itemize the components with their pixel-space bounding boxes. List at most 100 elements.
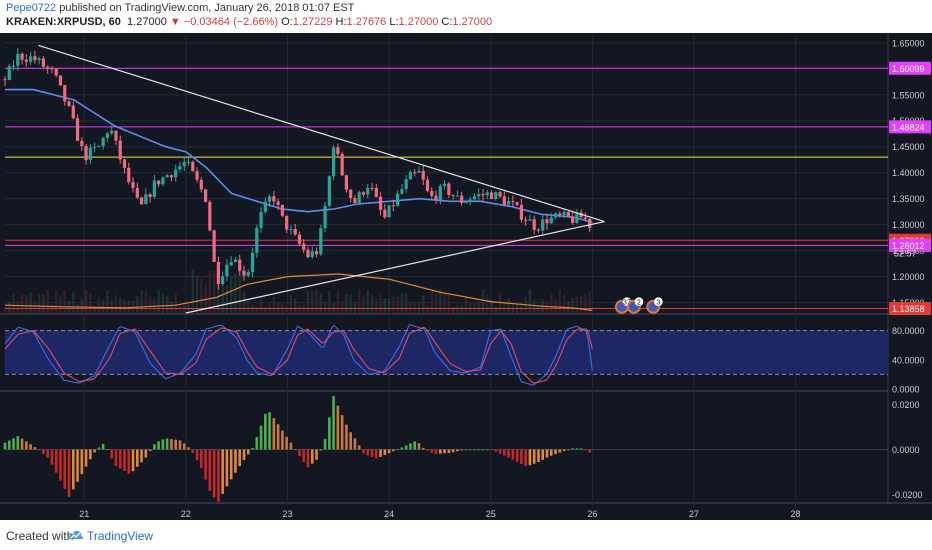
macd-bar [67, 449, 71, 497]
candle [101, 137, 105, 147]
y-tick-label: 1.35000 [892, 194, 925, 204]
down-arrow-icon: ▼ [169, 16, 181, 28]
macd-bar [579, 448, 583, 450]
candle [451, 195, 455, 197]
volume-bar [42, 294, 45, 313]
candle [361, 192, 366, 195]
macd-bar [50, 449, 54, 465]
macd-bar [84, 449, 88, 467]
level-price-tag [889, 120, 931, 134]
open-value: 1.27229 [292, 16, 333, 28]
candle [29, 56, 33, 62]
volume-bar [567, 300, 570, 313]
candle [332, 147, 336, 177]
x-tick-label: 26 [587, 509, 597, 519]
macd-bar [229, 449, 233, 480]
trendline[interactable] [185, 220, 605, 314]
candle [186, 161, 191, 163]
volume-bar [588, 291, 591, 313]
macd-bar [464, 449, 468, 451]
volume-bar [165, 296, 169, 313]
macd-bar [157, 441, 160, 450]
macd-bar [400, 447, 404, 450]
volume-bar [311, 291, 314, 313]
macd-bar [426, 449, 429, 451]
candle [383, 209, 387, 218]
chart-canvas[interactable]: 1.650001.600001.550001.500001.450001.400… [0, 33, 932, 520]
macd-bar [204, 449, 207, 480]
volume-bar [221, 286, 224, 313]
candle [148, 194, 152, 197]
trendline[interactable] [38, 44, 605, 223]
macd-bar [191, 449, 195, 453]
stochastic-tick-label: 80.0000 [892, 326, 925, 336]
candle [327, 176, 331, 206]
macd-bar [584, 449, 587, 451]
macd-bar [298, 449, 301, 456]
volume-bar [345, 293, 348, 313]
candle [297, 234, 302, 244]
volume-bar [349, 293, 352, 313]
volume-bar [12, 293, 15, 313]
candle [127, 167, 131, 182]
candle [319, 228, 323, 255]
candle [88, 147, 92, 161]
macd-bar [195, 449, 199, 461]
volume-bar [55, 290, 58, 313]
candle [93, 146, 97, 148]
macd-bar [101, 443, 105, 450]
candle [161, 177, 165, 185]
candle [306, 249, 310, 258]
macd-bar [59, 449, 62, 481]
candle [135, 187, 139, 198]
candle [20, 53, 24, 60]
bar-countdown: 52:57 [894, 248, 917, 258]
macd-bar [170, 439, 173, 450]
volume-bar [144, 291, 148, 313]
macd-bar [421, 447, 425, 450]
volume-bar [8, 301, 11, 313]
volume-bar [157, 290, 160, 313]
macd-bar [306, 449, 310, 468]
macd-bar [498, 449, 502, 454]
tradingview-logo-icon[interactable] [65, 527, 85, 543]
volume-bar [3, 306, 7, 313]
candle [524, 219, 528, 221]
volume-bar [276, 302, 280, 313]
candle [370, 187, 374, 189]
candle [157, 180, 161, 185]
candle [84, 146, 88, 161]
volume-bar [174, 292, 177, 313]
macd-bar [255, 437, 259, 450]
candle [396, 193, 400, 206]
candle [246, 272, 250, 276]
candle [144, 194, 148, 205]
volume-bar [63, 290, 66, 313]
author-link[interactable]: Pepe0722 [6, 2, 57, 14]
candle [280, 204, 285, 216]
macd-bar [246, 449, 250, 455]
open-label: O: [281, 16, 293, 28]
volume-bar [153, 297, 156, 313]
macd-bar [349, 432, 352, 450]
macd-bar [293, 449, 297, 450]
moving-average-fast [5, 88, 593, 223]
candle [37, 58, 41, 61]
candle [225, 264, 229, 277]
candle [67, 101, 71, 106]
macd-bar [42, 449, 45, 454]
candle [378, 196, 383, 210]
volume-bar [119, 297, 122, 313]
volume-bar [443, 293, 446, 313]
candle [583, 217, 588, 219]
candle [285, 215, 289, 230]
macd-bar [285, 436, 288, 450]
x-tick-label: 27 [689, 509, 699, 519]
volume-bar [323, 302, 327, 313]
macd-bar [276, 424, 280, 450]
candle [571, 216, 575, 223]
candle [340, 153, 344, 176]
x-tick-label: 24 [384, 509, 394, 519]
macd-bar [251, 447, 254, 450]
tradingview-brand[interactable]: TradingView [87, 529, 154, 543]
